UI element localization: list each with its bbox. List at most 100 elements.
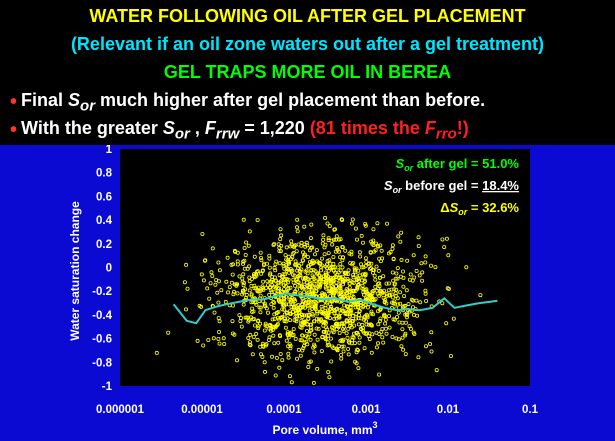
data-point <box>267 265 272 270</box>
data-point <box>424 298 429 303</box>
data-point <box>399 344 404 349</box>
bullet-text-mid: , <box>189 118 205 138</box>
data-point <box>260 341 265 346</box>
data-point <box>288 346 293 351</box>
data-point <box>221 336 226 341</box>
data-point <box>295 229 300 234</box>
data-point <box>270 317 275 322</box>
data-point <box>371 227 376 232</box>
annotation-delta-sor: ΔSor = 32.6% <box>440 200 519 217</box>
data-point <box>242 246 247 251</box>
data-point <box>305 284 310 289</box>
y-tick-label: -0.2 <box>92 286 112 298</box>
data-point <box>281 261 286 266</box>
data-point <box>266 337 271 342</box>
data-point <box>384 292 389 297</box>
data-point <box>394 271 399 276</box>
data-point <box>224 279 229 284</box>
data-point <box>394 293 399 298</box>
data-point <box>222 341 227 346</box>
data-point <box>306 290 311 295</box>
data-point <box>283 325 288 330</box>
data-point <box>378 307 383 312</box>
data-point <box>243 253 248 258</box>
data-point <box>308 328 313 333</box>
frrw-symbol: F <box>204 118 216 138</box>
data-point <box>314 316 319 321</box>
data-point <box>351 273 356 278</box>
data-point <box>267 292 272 297</box>
data-point <box>433 265 438 270</box>
data-point <box>274 284 279 289</box>
data-point <box>333 287 338 292</box>
data-point <box>245 266 250 271</box>
data-point <box>282 307 287 312</box>
data-point <box>324 286 329 291</box>
data-point <box>387 325 392 330</box>
data-point <box>363 302 368 307</box>
data-point <box>351 288 356 293</box>
data-point <box>299 338 304 343</box>
data-point <box>354 277 359 282</box>
data-point <box>339 352 344 357</box>
data-point <box>313 305 318 310</box>
data-point <box>247 275 252 280</box>
data-point <box>375 243 380 248</box>
data-point <box>412 275 417 280</box>
data-point <box>348 278 353 283</box>
data-point <box>401 347 406 352</box>
data-point <box>374 264 379 269</box>
data-point <box>299 284 304 289</box>
data-point <box>334 234 339 239</box>
y-tick-label: 0 <box>106 263 112 275</box>
data-point <box>338 338 343 343</box>
data-point <box>376 281 381 286</box>
data-point <box>261 279 266 284</box>
data-point <box>303 269 308 274</box>
data-point <box>229 280 234 285</box>
data-point <box>311 260 316 265</box>
data-point <box>295 217 300 222</box>
data-point <box>263 321 268 326</box>
data-point <box>348 261 353 266</box>
data-point <box>299 302 304 307</box>
data-point <box>200 232 205 237</box>
data-point <box>239 324 244 329</box>
data-point <box>298 269 303 274</box>
data-point <box>302 299 307 304</box>
data-point <box>296 347 301 352</box>
data-point <box>377 372 382 377</box>
data-point <box>217 341 222 346</box>
data-point <box>393 291 398 296</box>
data-point <box>375 341 380 346</box>
data-point <box>234 358 239 363</box>
data-point <box>346 295 351 300</box>
data-point <box>464 265 469 270</box>
data-point <box>358 254 363 259</box>
data-point <box>347 285 352 290</box>
annotation-symbol: S <box>395 156 404 171</box>
x-tick-label: 0.1 <box>522 404 539 416</box>
data-point <box>319 349 324 354</box>
data-point <box>308 337 313 342</box>
data-point <box>355 347 360 352</box>
data-point <box>377 256 382 261</box>
data-point <box>378 318 383 323</box>
data-point <box>293 289 298 294</box>
data-point <box>340 321 345 326</box>
data-point <box>282 287 287 292</box>
data-point <box>395 266 400 271</box>
data-point <box>375 221 380 226</box>
data-point <box>354 311 359 316</box>
data-point <box>201 343 206 348</box>
data-point <box>323 275 328 280</box>
x-tick-label: 0.001 <box>352 404 381 416</box>
data-point <box>321 310 326 315</box>
data-point <box>334 314 339 319</box>
data-point <box>356 322 361 327</box>
data-point <box>428 263 433 268</box>
data-point <box>324 314 329 319</box>
data-point <box>398 290 403 295</box>
data-point <box>396 310 401 315</box>
data-point <box>327 258 332 263</box>
